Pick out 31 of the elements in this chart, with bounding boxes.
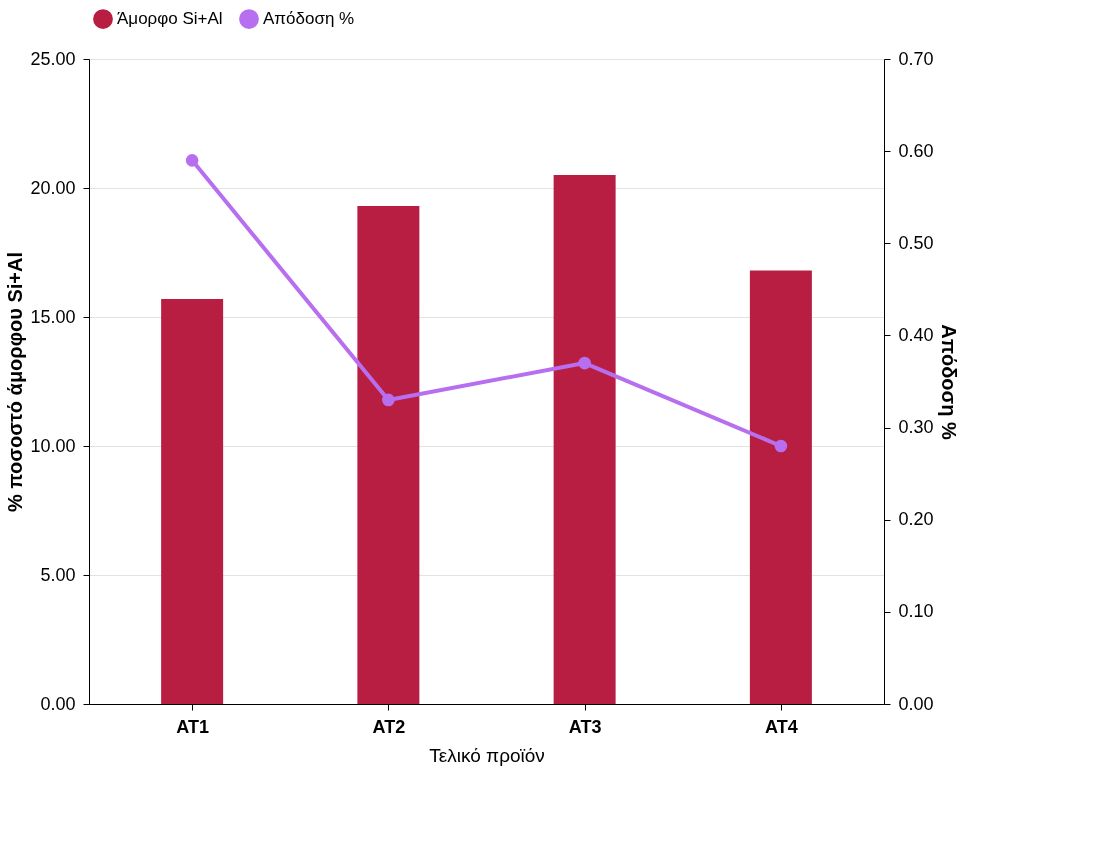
legend-label: Απόδοση % (263, 9, 355, 29)
y-tick-label: 10.00 (30, 435, 76, 456)
point (774, 439, 788, 453)
y2-axis-title: Απόδοση % (937, 324, 960, 440)
y2-tick-label: 0.20 (898, 509, 934, 530)
y2-tick-label: 0.50 (898, 232, 934, 253)
bar (357, 206, 420, 704)
y-tick-label: 20.00 (30, 177, 76, 198)
x-tick-label: AT2 (372, 716, 406, 737)
legend-label: Άμορφο Si+Al (117, 9, 223, 29)
y2-tick-label: 0.30 (898, 417, 934, 438)
y-tick-label: 15.00 (30, 306, 76, 327)
point (382, 393, 395, 407)
x-tick-label: AT4 (765, 716, 798, 737)
y-tick-label: 5.00 (40, 564, 76, 585)
y-tick-label: 25.00 (30, 48, 76, 69)
bar (553, 175, 616, 704)
y2-tick-label: 0.60 (898, 140, 934, 161)
x-tick-label: AT1 (176, 716, 209, 737)
y2-tick-label: 0.40 (898, 324, 934, 345)
y-tick-label: 0.00 (40, 693, 76, 714)
y2-tick-label: 0.00 (898, 693, 934, 714)
y2-tick-label: 0.10 (898, 601, 934, 622)
point (185, 154, 199, 167)
y-axis-title: % ποσοστό άμορφου Si+Al (4, 251, 27, 513)
bar (749, 270, 812, 704)
x-axis-title: Τελικό προϊόν (429, 744, 545, 766)
point (578, 356, 591, 370)
bar (161, 298, 224, 704)
x-tick-label: AT3 (568, 716, 602, 737)
y2-tick-label: 0.70 (898, 48, 934, 69)
